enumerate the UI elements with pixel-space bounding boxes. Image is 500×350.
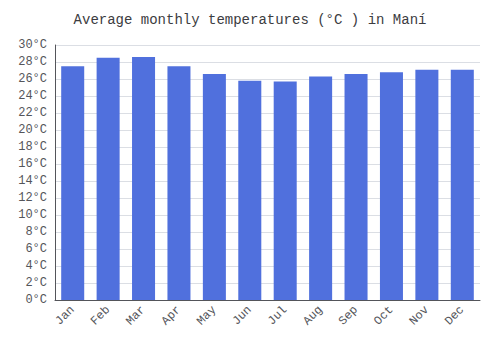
svg-text:22°C: 22°C [18, 106, 47, 120]
svg-text:28°C: 28°C [18, 55, 47, 69]
svg-text:24°C: 24°C [18, 89, 47, 103]
svg-text:May: May [194, 303, 219, 328]
svg-text:20°C: 20°C [18, 123, 47, 137]
svg-text:10°C: 10°C [18, 208, 47, 222]
svg-text:Jul: Jul [265, 303, 290, 328]
svg-text:16°C: 16°C [18, 157, 47, 171]
svg-text:4°C: 4°C [25, 259, 47, 273]
svg-text:Jun: Jun [230, 303, 255, 328]
svg-text:Aug: Aug [300, 303, 325, 328]
svg-text:Jan: Jan [53, 303, 78, 328]
svg-text:2°C: 2°C [25, 276, 47, 290]
svg-text:0°C: 0°C [25, 293, 47, 307]
svg-text:Oct: Oct [371, 303, 396, 328]
svg-text:Sep: Sep [336, 303, 361, 328]
svg-text:Nov: Nov [407, 303, 432, 328]
svg-text:8°C: 8°C [25, 225, 47, 239]
svg-text:Mar: Mar [123, 303, 148, 328]
svg-text:12°C: 12°C [18, 191, 47, 205]
svg-text:26°C: 26°C [18, 72, 47, 86]
svg-text:14°C: 14°C [18, 174, 47, 188]
svg-text:Average monthly temperatures (: Average monthly temperatures (°C ) in Ma… [74, 12, 427, 28]
svg-text:18°C: 18°C [18, 140, 47, 154]
svg-text:Feb: Feb [88, 303, 113, 328]
svg-text:30°C: 30°C [18, 38, 47, 52]
svg-text:Apr: Apr [159, 303, 184, 328]
svg-text:Dec: Dec [442, 303, 467, 328]
svg-text:6°C: 6°C [25, 242, 47, 256]
